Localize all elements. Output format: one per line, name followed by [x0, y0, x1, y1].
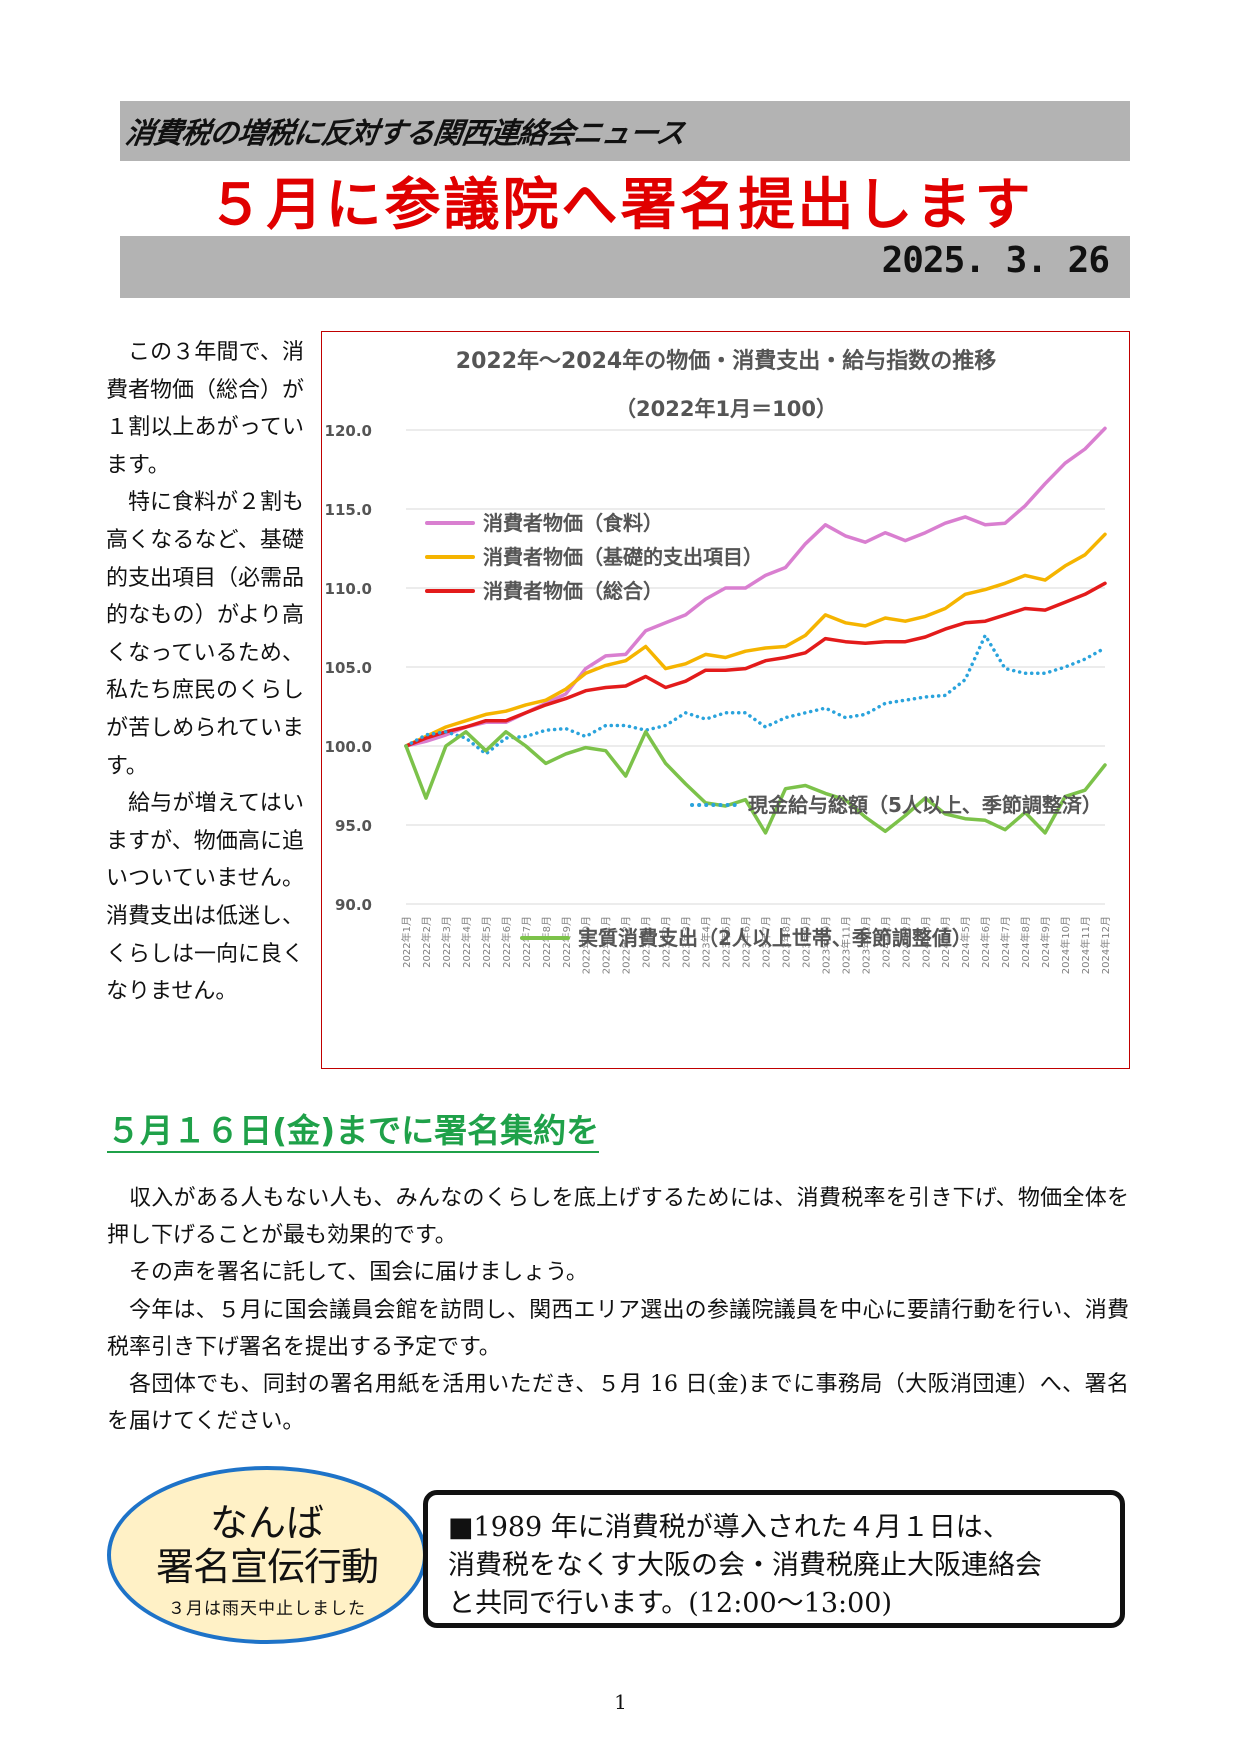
x-tick-label: 2023年1月	[640, 916, 653, 968]
x-tick-label: 2024年10月	[1059, 916, 1072, 974]
y-tick-label: 115.0	[325, 501, 372, 519]
namba-note: ３月は雨天中止しました	[168, 1599, 366, 1619]
date-band	[120, 236, 1130, 298]
intro-paragraph: 特に食料が２割も高くなるなど、基礎的支出項目（必需品的なもの）がより高くなってい…	[106, 490, 305, 779]
chart-subtitle: （2022年1月＝100）	[615, 397, 837, 421]
x-tick-label: 2024年7月	[999, 916, 1012, 968]
x-tick-label: 2022年12月	[620, 916, 633, 974]
intro-text: この３年間で、消費者物価（総合）が１割以上あがっています。 特に食料が２割も高く…	[106, 334, 304, 1011]
x-tick-label: 2024年8月	[1019, 916, 1032, 968]
series-line-4	[404, 730, 1107, 835]
body-paragraph: 今年は、５月に国会議員会館を訪問し、関西エリア選出の参議院議員を中心に要請行動を…	[107, 1297, 1129, 1360]
x-tick-label: 2024年6月	[979, 916, 992, 968]
x-tick-label: 2022年7月	[520, 916, 533, 968]
chart-canvas: 2022年～2024年の物価・消費支出・給与指数の推移 （2022年1月＝100…	[325, 348, 1112, 974]
x-tick-label: 2022年10月	[580, 916, 593, 974]
legend-label: 消費者物価（基礎的支出項目）	[483, 545, 763, 569]
y-tick-label: 105.0	[325, 659, 372, 677]
issue-date: 2025. 3. 26	[881, 240, 1110, 281]
x-tick-label: 2022年9月	[560, 916, 573, 968]
body-paragraph: 各団体でも、同封の署名用紙を活用いただき、５月 16 日(金)までに事務局（大阪…	[107, 1372, 1129, 1435]
header-band	[120, 101, 1130, 161]
x-tick-label: 2023年3月	[680, 916, 693, 968]
x-tick-label: 2023年9月	[799, 916, 812, 968]
x-tick-label: 2023年12月	[859, 916, 872, 974]
x-tick-label: 2024年5月	[959, 916, 972, 968]
x-tick-label: 2024年1月	[879, 916, 892, 968]
x-tick-label: 2023年8月	[779, 916, 792, 968]
x-tick-label: 2023年6月	[740, 916, 753, 968]
x-tick-label: 2023年11月	[839, 916, 852, 974]
legend-label: 消費者物価（総合）	[483, 579, 663, 603]
body-paragraph: 収入がある人もない人も、みんなのくらしを底上げするためには、消費税率を引き下げ、…	[107, 1186, 1129, 1249]
main-title: ５月に参議院へ署名提出します	[207, 173, 1034, 238]
body-text: 収入がある人もない人も、みんなのくらしを底上げするためには、消費税率を引き下げ、…	[107, 1180, 1129, 1440]
legend-label: 消費者物価（食料）	[483, 511, 663, 535]
series-line-2	[404, 581, 1107, 748]
index-chart: 2022年～2024年の物価・消費支出・給与指数の推移 （2022年1月＝100…	[321, 331, 1130, 1069]
info-box: ■1989 年に消費税が導入された４月１日は、 消費税をなくす大阪の会・消費税廃…	[423, 1490, 1125, 1628]
x-tick-label: 2022年8月	[540, 916, 553, 968]
x-tick-label: 2024年3月	[919, 916, 932, 968]
x-tick-label: 2022年6月	[500, 916, 513, 968]
namba-title-line1: なんば	[209, 1501, 324, 1545]
x-tick-label: 2024年4月	[939, 916, 952, 968]
info-line: と共同で行います。(12:00～13:00)	[448, 1588, 892, 1619]
intro-paragraph: 給与が増えてはいますが、物価高に追いついていません。消費支出は低迷し、くらしは一…	[106, 791, 305, 1005]
x-tick-label: 2024年2月	[899, 916, 912, 968]
y-tick-label: 110.0	[325, 580, 372, 598]
y-tick-label: 95.0	[335, 817, 372, 835]
x-tick-label: 2023年7月	[759, 916, 772, 968]
info-line: ■1989 年に消費税が導入された４月１日は、	[448, 1512, 1010, 1543]
x-tick-label: 2022年4月	[460, 916, 473, 968]
chart-title: 2022年～2024年の物価・消費支出・給与指数の推移	[456, 348, 996, 374]
x-tick-label: 2023年10月	[819, 916, 832, 974]
x-tick-label: 2024年9月	[1039, 916, 1052, 968]
x-tick-label: 2022年3月	[440, 916, 453, 968]
y-tick-label: 90.0	[335, 896, 372, 914]
namba-campaign-badge: なんば 署名宣伝行動 ３月は雨天中止しました	[107, 1466, 427, 1644]
y-tick-label: 100.0	[325, 738, 372, 756]
x-tick-label: 2022年2月	[420, 916, 433, 968]
y-tick-label: 120.0	[325, 422, 372, 440]
newsletter-label: 消費税の増税に反対する関西連絡会ニュース	[123, 116, 687, 150]
legend-label: 現金給与総額（5人以上、季節調整済）	[748, 793, 1102, 817]
info-line: 消費税をなくす大阪の会・消費税廃止大阪連絡会	[448, 1550, 1042, 1581]
x-tick-label: 2023年2月	[660, 916, 673, 968]
namba-title-line2: 署名宣伝行動	[155, 1545, 379, 1589]
x-tick-label: 2023年5月	[720, 916, 733, 968]
intro-paragraph: この３年間で、消費者物価（総合）が１割以上あがっています。	[106, 340, 305, 478]
x-tick-label: 2023年4月	[700, 916, 713, 968]
page-number: 1	[614, 1690, 627, 1714]
section-heading: ５月１６日(金)までに署名集約を	[107, 1112, 600, 1154]
x-tick-label: 2024年11月	[1079, 916, 1092, 974]
legend-label: 実質消費支出（2人以上世帯、季節調整値）	[578, 926, 972, 950]
x-tick-label: 2022年1月	[400, 916, 413, 968]
series-line-3	[404, 633, 1107, 756]
x-tick-label: 2022年11月	[600, 916, 613, 974]
x-tick-label: 2022年5月	[480, 916, 493, 968]
series-line-1	[404, 532, 1107, 748]
body-paragraph: その声を署名に託して、国会に届けましょう。	[129, 1260, 588, 1286]
x-tick-label: 2024年12月	[1099, 916, 1112, 974]
